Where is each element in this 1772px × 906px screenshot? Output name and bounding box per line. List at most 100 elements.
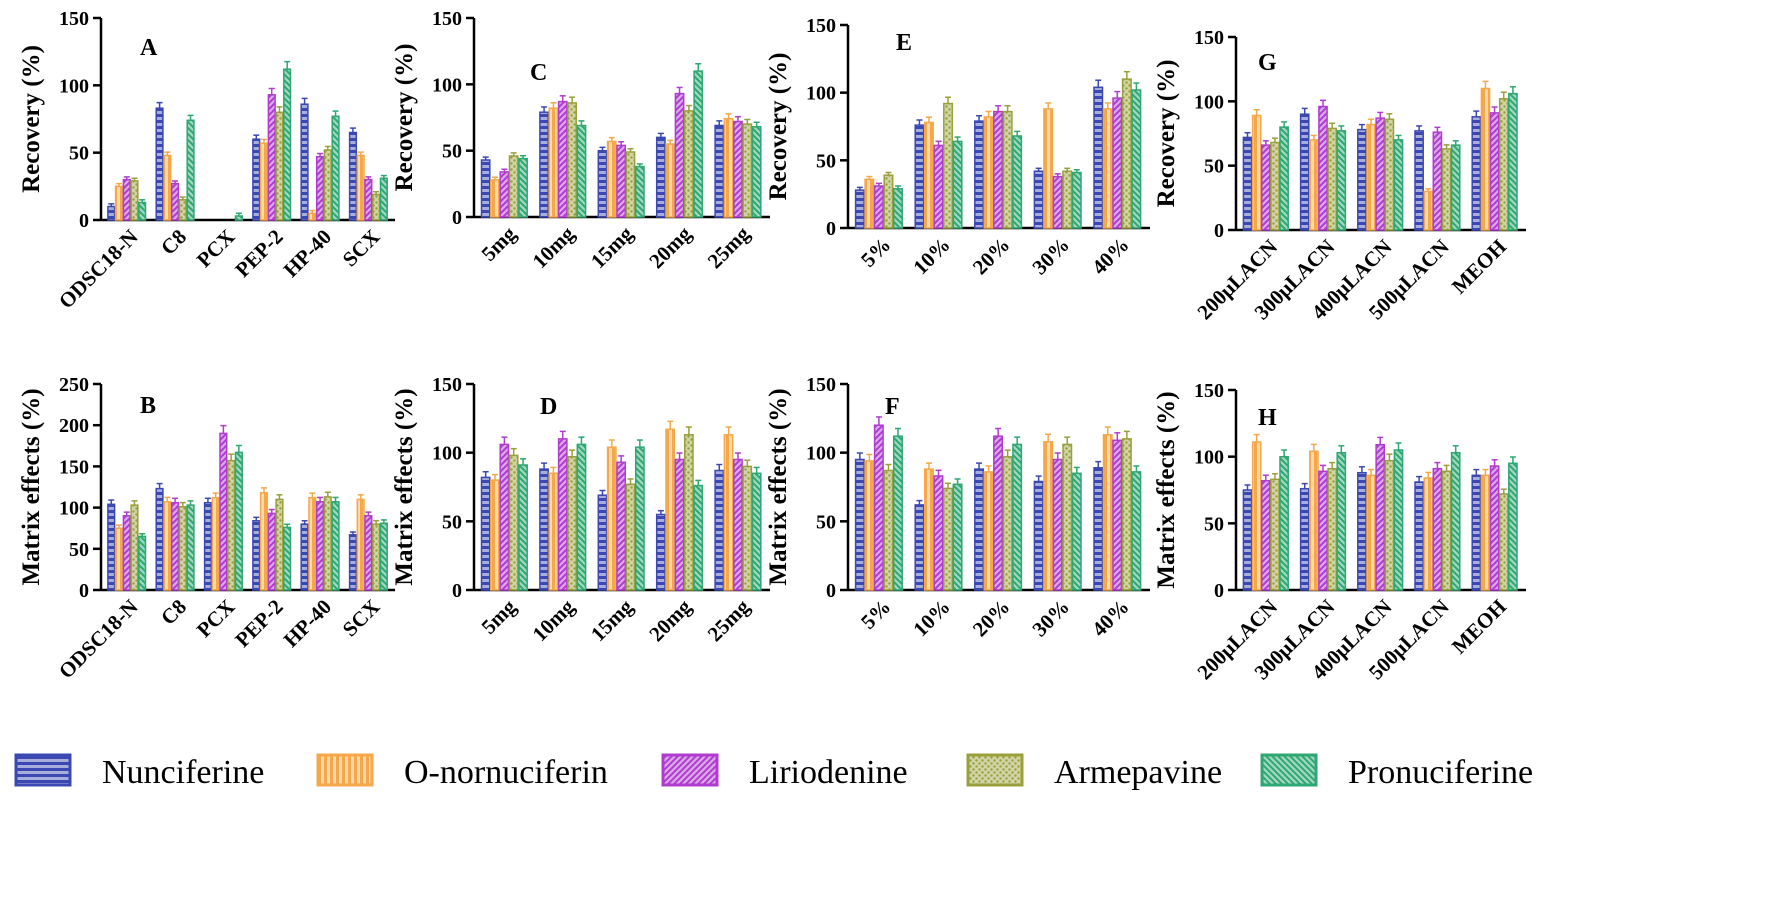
bar-g-nunciferine-1: [1299, 113, 1310, 231]
legend-label: Pronuciferine: [1348, 754, 1533, 791]
bar-a-nunciferine-1: [155, 107, 164, 221]
x-tick-label: 10mg: [528, 221, 580, 273]
x-tick-label: PEP-2: [230, 595, 287, 652]
legend-swatch: [316, 753, 374, 787]
bar-d-armepavine-2: [625, 483, 636, 591]
legend-swatch: [14, 753, 72, 787]
bar-a-o-nornuciferin-4: [308, 212, 317, 221]
bar-f-armepavine-1: [943, 487, 954, 591]
bar-a-nunciferine-0: [107, 205, 116, 221]
bar-e-armepavine-0: [883, 174, 894, 229]
bar-a-liriodenine-4: [315, 155, 325, 221]
panel-letter: G: [1258, 50, 1277, 76]
bar-c-armepavine-3: [683, 110, 694, 218]
bar-e-pronuciferine-0: [892, 188, 903, 229]
bar-d-nunciferine-2: [597, 494, 608, 591]
bar-b-pronuciferine-2: [234, 451, 243, 591]
bar-d-o-nornuciferin-0: [490, 479, 500, 591]
bar-b-liriodenine-2: [219, 432, 228, 591]
y-axis-title: Recovery (%): [391, 44, 418, 192]
bar-f-liriodenine-2: [993, 435, 1004, 591]
bar-d-o-nornuciferin-3: [665, 428, 676, 591]
bar-b-armepavine-5: [372, 523, 381, 591]
bar-g-o-nornuciferin-4: [1480, 87, 1491, 231]
y-tick-label: 100: [432, 443, 462, 465]
bar-b-nunciferine-5: [348, 534, 358, 591]
x-tick-label: 5%: [856, 233, 895, 272]
bar-c-pronuciferine-3: [693, 70, 704, 218]
bar-g-o-nornuciferin-0: [1251, 114, 1262, 231]
bar-g-armepavine-0: [1270, 141, 1280, 231]
legend-label: O-nornuciferin: [404, 754, 608, 791]
bar-d-liriodenine-2: [616, 461, 627, 591]
x-tick-label: 25mg: [703, 221, 755, 273]
y-axis-title: Matrix effects (%): [765, 388, 792, 585]
legend-item-nunciferine: Nunciferine: [14, 753, 264, 791]
bar-f-liriodenine-4: [1112, 439, 1123, 591]
y-tick-label: 200: [59, 415, 89, 437]
bar-f-armepavine-4: [1121, 438, 1132, 591]
bar-a-pronuciferine-4: [331, 115, 340, 221]
x-tick-label: ODSC18-N: [54, 595, 143, 684]
bar-c-liriodenine-4: [733, 120, 743, 218]
bar-g-o-nornuciferin-2: [1366, 123, 1376, 231]
y-tick-label: 0: [1214, 220, 1224, 242]
x-tick-label: 20%: [968, 233, 1015, 280]
y-axis-title: Matrix effects (%): [18, 388, 45, 585]
legend-label: Armepavine: [1054, 754, 1222, 791]
bar-c-o-nornuciferin-2: [606, 140, 617, 218]
bar-e-liriodenine-4: [1112, 97, 1123, 229]
bar-c-armepavine-2: [625, 151, 636, 218]
bar-d-pronuciferine-0: [518, 464, 528, 591]
bar-d-liriodenine-1: [557, 438, 568, 591]
x-tick-label: C8: [156, 225, 191, 260]
x-tick-label: SCX: [338, 225, 385, 272]
bar-g-nunciferine-3: [1414, 130, 1424, 231]
legend-item-armepavine: Armepavine: [966, 753, 1222, 791]
bar-g-armepavine-1: [1327, 127, 1338, 231]
bar-b-o-nornuciferin-3: [259, 492, 269, 591]
bar-d-pronuciferine-1: [576, 443, 587, 591]
y-tick-label: 0: [452, 207, 462, 229]
y-tick-label: 150: [59, 456, 89, 478]
bar-e-o-nornuciferin-3: [1043, 108, 1054, 229]
bar-b-armepavine-0: [130, 504, 139, 591]
bar-g-liriodenine-2: [1375, 117, 1386, 231]
bar-c-liriodenine-0: [499, 171, 510, 218]
bar-b-o-nornuciferin-2: [211, 496, 220, 591]
y-tick-label: 100: [1194, 91, 1224, 113]
y-tick-label: 50: [442, 511, 462, 533]
y-tick-label: 50: [69, 539, 89, 561]
bar-b-liriodenine-5: [364, 515, 373, 591]
bar-b-liriodenine-4: [315, 501, 325, 591]
bar-a-liriodenine-5: [364, 178, 373, 221]
x-tick-label: MEOH: [1447, 235, 1511, 299]
bar-a-o-nornuciferin-5: [356, 154, 365, 221]
y-tick-label: 0: [79, 580, 89, 602]
bar-b-o-nornuciferin-0: [114, 527, 124, 591]
x-tick-label: 10mg: [528, 594, 580, 646]
bar-e-armepavine-4: [1121, 78, 1132, 229]
bar-d-liriodenine-0: [499, 443, 510, 591]
bar-h-armepavine-2: [1384, 459, 1395, 591]
y-tick-label: 150: [432, 8, 462, 30]
bar-f-armepavine-0: [883, 469, 894, 591]
bar-a-liriodenine-1: [170, 182, 180, 221]
x-tick-label: ODSC18-N: [54, 225, 143, 314]
bar-b-armepavine-4: [323, 496, 332, 591]
bar-c-pronuciferine-2: [634, 165, 645, 218]
bar-e-nunciferine-1: [914, 124, 925, 229]
x-tick-label: SCX: [338, 595, 385, 642]
bar-g-pronuciferine-1: [1336, 130, 1347, 231]
bar-g-liriodenine-0: [1260, 144, 1271, 231]
bar-f-nunciferine-2: [974, 468, 985, 591]
bar-h-armepavine-1: [1327, 467, 1338, 591]
y-tick-label: 100: [1194, 447, 1224, 469]
y-axis-title: Matrix effects (%): [1153, 391, 1180, 588]
bar-h-nunciferine-1: [1299, 487, 1310, 591]
bar-b-nunciferine-3: [252, 520, 261, 591]
